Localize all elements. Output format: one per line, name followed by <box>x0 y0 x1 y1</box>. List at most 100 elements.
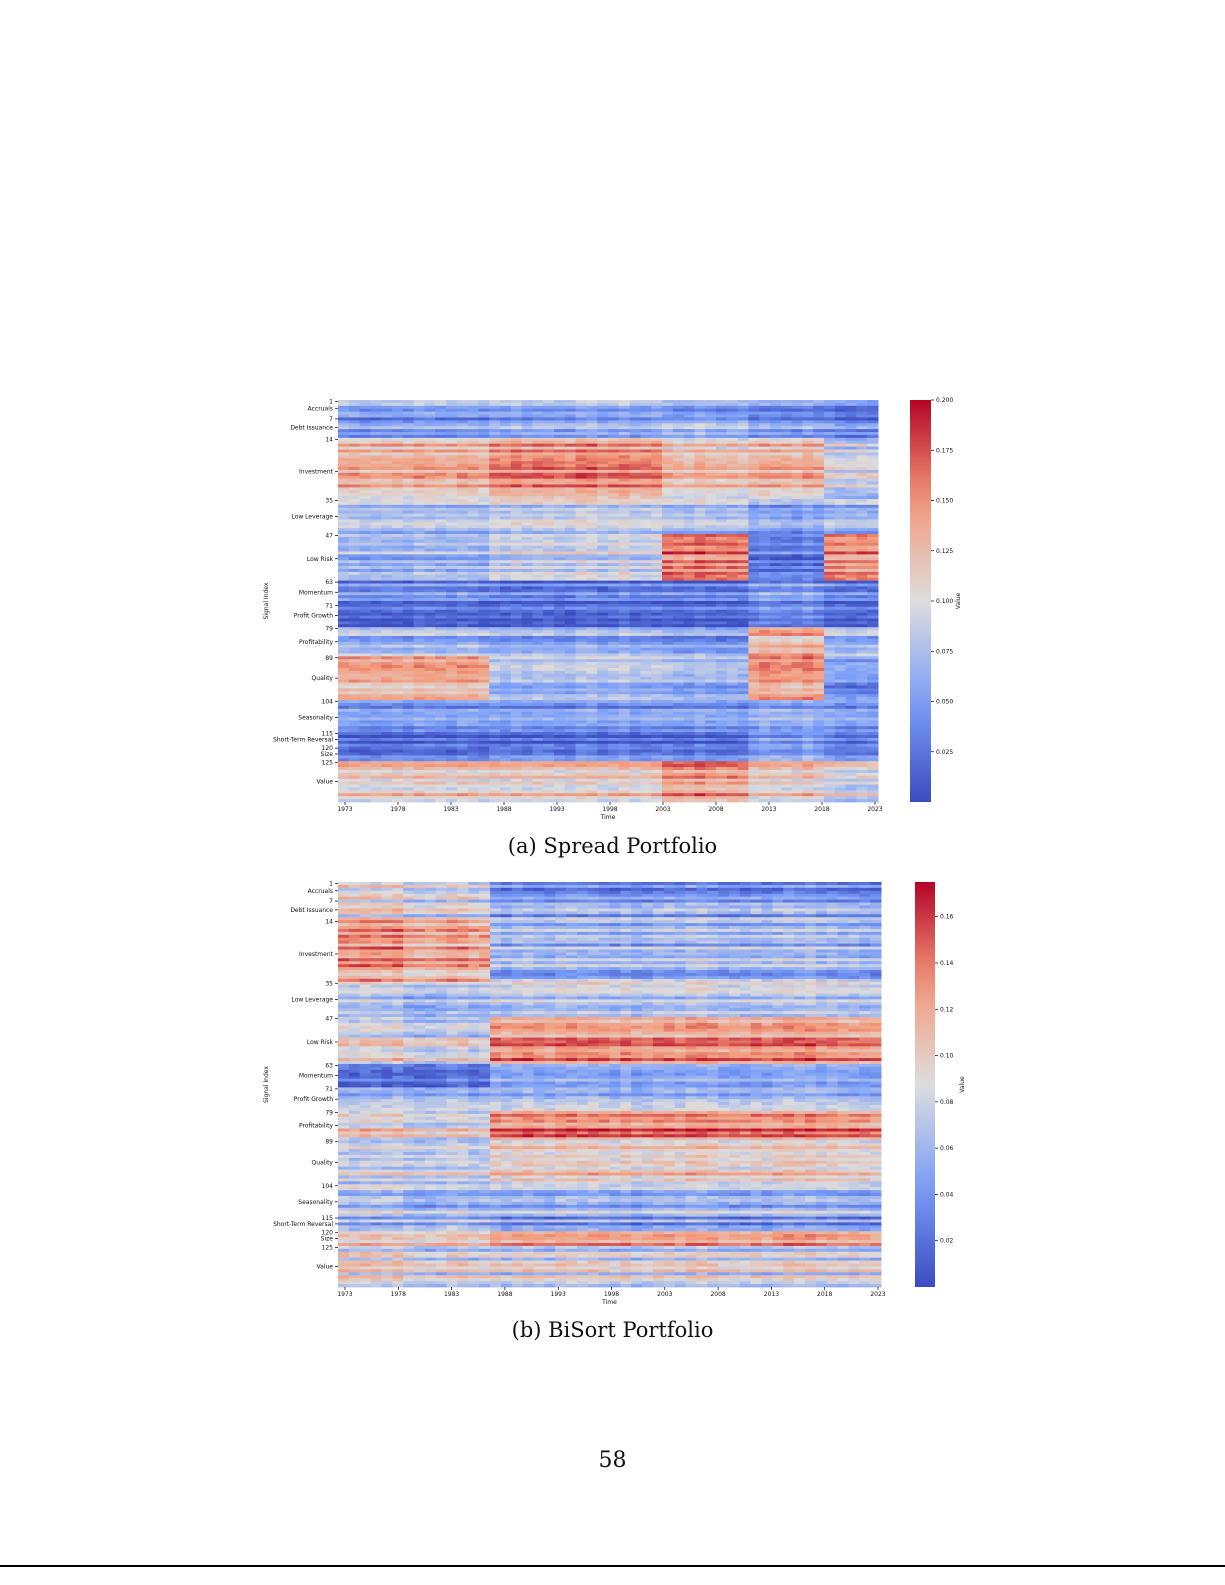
heatmap-cell <box>338 467 350 471</box>
heatmap-cell <box>564 560 577 564</box>
heatmap-cell <box>618 545 631 549</box>
heatmap-cell <box>338 484 350 488</box>
heatmap-cell <box>629 528 641 532</box>
heatmap-cell <box>554 455 566 459</box>
heatmap-cell <box>575 577 587 582</box>
heatmap-cell <box>554 670 566 675</box>
heatmap-cell <box>564 656 577 660</box>
heatmap-cell <box>694 510 706 515</box>
heatmap-cell <box>629 434 641 439</box>
heatmap-cell <box>694 467 706 471</box>
heatmap-cell <box>478 542 490 547</box>
heatmap-cell <box>413 534 425 538</box>
heatmap-cell <box>780 650 793 654</box>
heatmap-cell <box>672 432 685 436</box>
heatmap-cell <box>370 414 382 418</box>
heatmap-cell <box>413 659 425 663</box>
heatmap-cell <box>413 440 425 445</box>
heatmap-cell <box>705 601 717 605</box>
heatmap-cell <box>856 432 868 436</box>
heatmap-cell <box>554 650 566 654</box>
heatmap-cell <box>737 467 749 471</box>
heatmap-cell <box>824 408 836 413</box>
heatmap-cell <box>564 618 577 622</box>
heatmap-cell <box>791 688 803 692</box>
heatmap-cell <box>629 598 641 602</box>
heatmap-cell <box>467 560 479 564</box>
heatmap-cell <box>424 679 436 683</box>
heatmap-cell <box>500 615 512 619</box>
heatmap-cell <box>694 548 706 552</box>
heatmap-cell <box>802 568 814 573</box>
heatmap-cell <box>500 592 512 596</box>
heatmap-cell <box>370 499 382 503</box>
heatmap-cell <box>575 408 587 413</box>
heatmap-cell <box>867 609 879 614</box>
heatmap-cell <box>716 542 728 547</box>
heatmap-cell <box>813 574 825 579</box>
heatmap-cell <box>392 493 404 497</box>
heatmap-cell <box>737 630 749 634</box>
heatmap-cell <box>402 662 415 666</box>
heatmap-cell <box>856 601 868 605</box>
heatmap-cell <box>813 676 825 681</box>
heatmap-cell <box>867 668 879 672</box>
heatmap-cell <box>802 446 814 450</box>
heatmap-cell <box>618 429 631 433</box>
heatmap-cell <box>651 551 663 555</box>
heatmap-cell <box>618 554 631 558</box>
heatmap-cell <box>748 662 760 666</box>
heatmap-cell <box>478 653 490 657</box>
heatmap-cell <box>672 493 685 497</box>
heatmap-cell <box>564 630 577 634</box>
heatmap-cell <box>338 670 350 675</box>
heatmap-cell <box>435 577 447 582</box>
heatmap-cell <box>759 609 771 614</box>
heatmap-cell <box>467 598 479 602</box>
heatmap-cell <box>845 461 857 465</box>
heatmap-cell <box>813 668 825 672</box>
heatmap-cell <box>608 490 620 494</box>
heatmap-cell <box>618 603 631 608</box>
heatmap-cell <box>554 601 566 605</box>
heatmap-cell <box>651 583 663 587</box>
heatmap-cell <box>791 449 803 453</box>
heatmap-cell <box>770 592 782 596</box>
heatmap-cell <box>834 635 847 640</box>
heatmap-cell <box>521 501 533 506</box>
heatmap-cell <box>737 574 749 579</box>
heatmap-cell <box>726 627 739 631</box>
heatmap-cell <box>867 563 879 567</box>
heatmap-cell <box>521 577 533 582</box>
heatmap-cell <box>392 429 404 433</box>
heatmap-cell <box>435 676 447 681</box>
heatmap-cell <box>618 641 631 646</box>
heatmap-cell <box>813 414 825 418</box>
heatmap-cell <box>705 504 717 509</box>
heatmap-cell <box>370 458 382 462</box>
heatmap-cell <box>435 493 447 497</box>
heatmap-cell <box>662 638 674 643</box>
heatmap-cell <box>532 592 544 596</box>
heatmap-cell <box>683 589 695 593</box>
heatmap-cell <box>770 612 782 616</box>
heatmap-cell <box>564 635 577 640</box>
heatmap-cell <box>532 673 544 678</box>
heatmap-cell <box>510 673 523 678</box>
heatmap-cell <box>780 426 793 430</box>
heatmap-cell <box>759 571 771 576</box>
heatmap-cell <box>651 464 663 468</box>
heatmap-cell <box>802 682 814 686</box>
heatmap-cell <box>791 586 803 590</box>
heatmap-cell <box>338 402 350 407</box>
heatmap-cell <box>564 417 577 421</box>
heatmap-cell <box>554 568 566 573</box>
heatmap-cell <box>726 432 739 436</box>
heatmap-cell <box>500 551 512 555</box>
heatmap-cell <box>716 481 728 485</box>
heatmap-cell <box>500 475 512 480</box>
heatmap-cell <box>543 609 555 614</box>
heatmap-cell <box>780 519 793 523</box>
heatmap-cell <box>456 481 469 485</box>
heatmap-cell <box>759 586 771 590</box>
